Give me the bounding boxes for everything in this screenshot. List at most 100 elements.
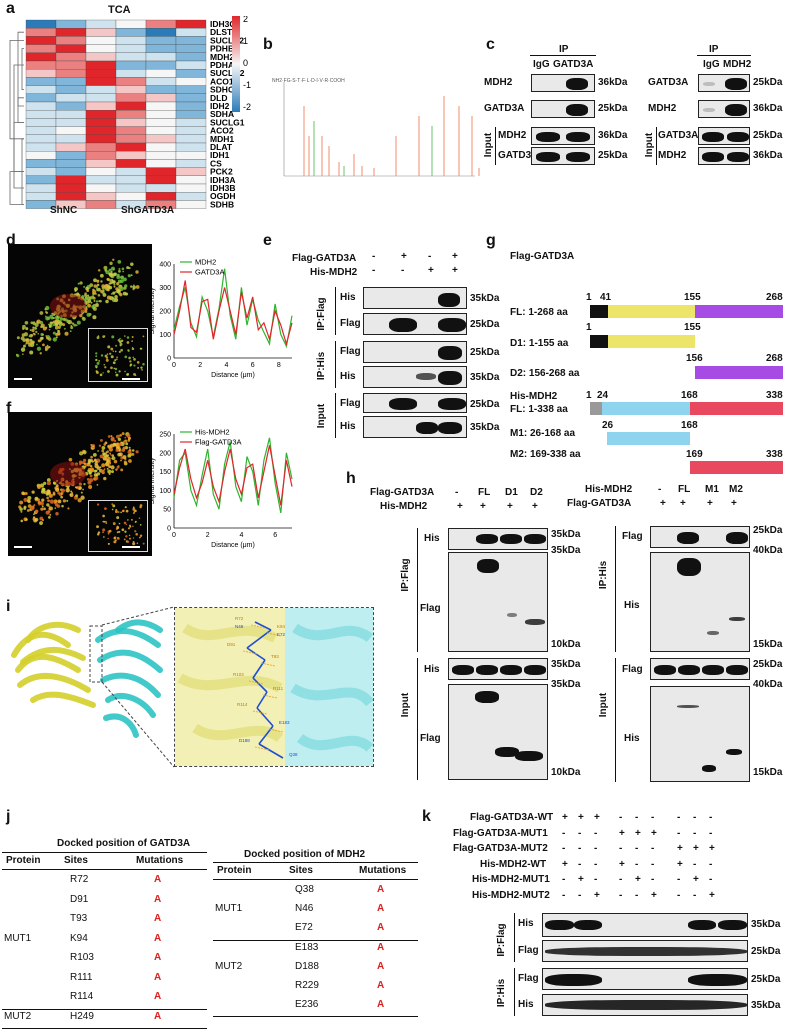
d-inset-scale-bar bbox=[122, 378, 140, 380]
heatmap-cell bbox=[25, 77, 57, 86]
micrograph-inset-dot bbox=[139, 347, 142, 350]
heatmap-cell bbox=[175, 192, 207, 201]
j-site: R229 bbox=[295, 980, 319, 991]
h-left-mw: 35kDa bbox=[551, 659, 581, 670]
h-left-his-ip-band-0 bbox=[476, 534, 498, 544]
heatmap-cell bbox=[55, 19, 87, 29]
j-table-header-rule bbox=[213, 879, 418, 880]
f-plot-x-label: Distance (μm) bbox=[211, 542, 255, 549]
micrograph-inset-dot bbox=[114, 371, 117, 374]
micrograph-signal-dot bbox=[67, 507, 70, 510]
e-mw: 35kDa bbox=[470, 293, 500, 304]
e-blot bbox=[363, 287, 467, 309]
micrograph-inset-dot bbox=[124, 370, 126, 373]
micrograph-signal-dot bbox=[23, 332, 29, 337]
heatmap-gene-label: PCK2 bbox=[210, 167, 233, 177]
micrograph-signal-dot bbox=[93, 299, 96, 302]
micrograph-inset-dot bbox=[124, 506, 127, 509]
micrograph-signal-dot bbox=[67, 319, 73, 325]
e-sign-row2: - bbox=[401, 265, 405, 276]
heatmap-cell bbox=[85, 142, 117, 152]
micrograph-inset-dot bbox=[123, 538, 126, 541]
j-protein: MUT1 bbox=[215, 903, 243, 915]
micrograph-signal-dot bbox=[129, 453, 133, 457]
heatmap-cell bbox=[55, 159, 87, 168]
j-group-rule bbox=[213, 939, 418, 941]
micrograph-signal-dot bbox=[120, 279, 124, 284]
micrograph-inset-dot bbox=[115, 373, 119, 377]
micrograph-signal-dot bbox=[135, 450, 139, 454]
c-left-row-label: MDH2 bbox=[484, 77, 513, 88]
micrograph-inset-dot bbox=[139, 504, 143, 507]
heatmap-cell bbox=[85, 101, 117, 111]
micrograph-signal-dot bbox=[116, 465, 120, 469]
e-ipflag-label: IP:Flag bbox=[316, 297, 327, 331]
micrograph-signal-dot bbox=[106, 277, 110, 281]
h-right-his-ip-band-0 bbox=[677, 558, 701, 576]
panel-label-e: e bbox=[263, 232, 272, 249]
h-right-his-label: His bbox=[624, 600, 640, 611]
k-sign: - bbox=[578, 858, 582, 870]
micrograph-inset-dot bbox=[117, 511, 120, 513]
micrograph-signal-dot bbox=[52, 331, 56, 335]
k-sign: - bbox=[619, 812, 623, 823]
d-plot-series-2 bbox=[173, 280, 293, 347]
heatmap-cells bbox=[25, 19, 207, 209]
c-right-input-line bbox=[656, 127, 657, 165]
micrograph-signal-dot bbox=[25, 340, 30, 345]
g-n1-b: 1 bbox=[586, 322, 592, 333]
heatmap-cell bbox=[85, 19, 117, 29]
c-left-blot bbox=[531, 100, 595, 118]
j-header: Mutations bbox=[359, 865, 407, 876]
heatmap-scale-tick: 1 bbox=[243, 36, 248, 46]
h-right-flag-input bbox=[650, 658, 750, 680]
micrograph-signal-dot bbox=[30, 321, 34, 325]
heatmap-cell bbox=[175, 85, 207, 94]
micrograph-signal-dot bbox=[100, 289, 104, 294]
micrograph-signal-dot bbox=[86, 312, 91, 317]
micrograph-signal-dot bbox=[94, 463, 99, 469]
panel-label-j: j bbox=[6, 808, 11, 825]
micrograph-inset-dot bbox=[118, 530, 121, 533]
k-sign: + bbox=[594, 889, 600, 901]
heatmap-cell bbox=[55, 52, 87, 62]
micrograph-signal-dot bbox=[75, 324, 78, 327]
heatmap-gene-label: DLD bbox=[210, 93, 227, 103]
f-inset-scale-bar bbox=[122, 546, 140, 548]
heatmap-cell bbox=[175, 101, 207, 111]
micrograph-inset-dot bbox=[102, 372, 104, 374]
h-right-sign: + bbox=[707, 498, 713, 509]
micrograph-inset-dot bbox=[106, 353, 109, 355]
micrograph-signal-dot bbox=[80, 491, 83, 494]
heatmap-gene-label: ACO1 bbox=[210, 76, 234, 86]
k-blot-band-3 bbox=[718, 920, 747, 930]
i-hbond bbox=[242, 650, 258, 655]
c-right-mw: 36kDa bbox=[753, 103, 783, 114]
heatmap-cell bbox=[115, 175, 147, 185]
micrograph-signal-dot bbox=[128, 448, 132, 452]
micrograph-signal-dot bbox=[95, 300, 99, 303]
heatmap-cell bbox=[55, 77, 87, 86]
c-left-mw: 36kDa bbox=[598, 130, 628, 141]
micrograph-signal-dot bbox=[54, 320, 59, 325]
micrograph-inset-dot bbox=[142, 542, 145, 545]
heatmap-cell bbox=[145, 110, 177, 119]
i-residue-label: D188 bbox=[239, 738, 250, 743]
k-blot bbox=[542, 968, 748, 990]
heatmap-gene-label: SUCLG1 bbox=[210, 117, 245, 127]
e-row2-label: His-MDH2 bbox=[310, 267, 358, 278]
micrograph-signal-dot bbox=[119, 434, 122, 437]
micrograph-signal-dot bbox=[76, 320, 81, 325]
heatmap-gene-label: IDH3A bbox=[210, 175, 236, 185]
heatmap-dendrogram-branch bbox=[17, 31, 24, 107]
micrograph-signal-dot bbox=[85, 300, 90, 304]
g-n156: 156 bbox=[686, 353, 703, 364]
micrograph-inset-dot bbox=[127, 519, 129, 521]
micrograph-inset-dot bbox=[130, 518, 133, 521]
k-sign: - bbox=[635, 858, 639, 870]
heatmap-cell bbox=[25, 159, 57, 168]
micrograph-inset-dot bbox=[129, 360, 132, 363]
j-site: Q38 bbox=[295, 884, 314, 895]
heatmap-cell bbox=[175, 52, 207, 62]
j-header: Mutations bbox=[136, 855, 184, 866]
